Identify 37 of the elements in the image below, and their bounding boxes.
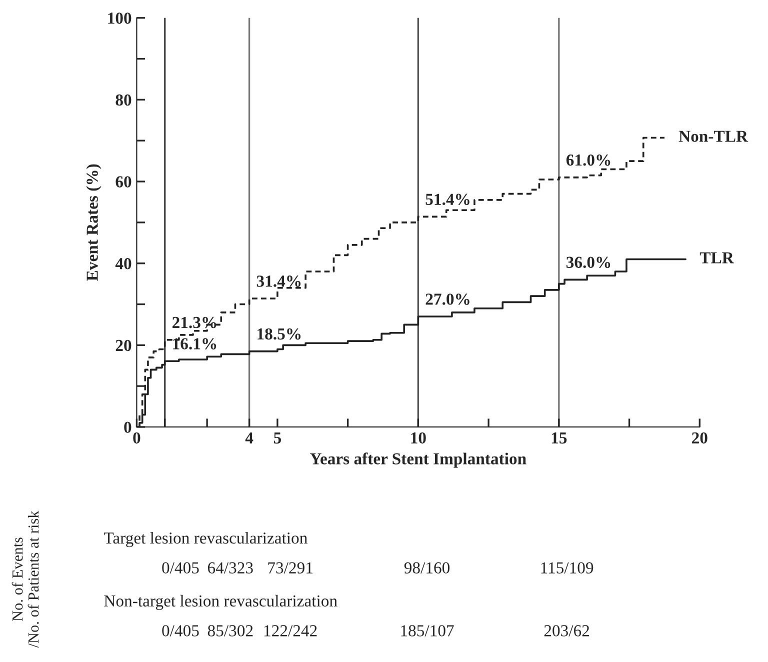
series-label: Non-TLR [678,130,748,142]
annotation: 61.0% [566,154,610,166]
y-tick-label: 20 [116,340,132,352]
text: 85/302 [208,625,253,636]
y-axis-title: Event Rates (%) [86,164,102,281]
y-tick-label: 60 [116,176,132,188]
annotation: 27.0% [426,294,470,305]
x-tick-label: 15 [552,432,567,444]
text: 115/109 [541,562,594,574]
text: 64/323 [208,562,253,574]
text: 98/160 [404,562,450,574]
x-tick-label: 5 [274,432,281,444]
x-tick-label: 4 [245,432,254,444]
annotation: 18.5% [258,328,301,340]
annotation: 36.0% [566,256,610,268]
y-tick-label: 100 [108,12,132,24]
annotation: 51.4% [426,194,470,206]
text: 122/242 [264,625,317,636]
x-tick-label: 0 [133,432,140,444]
x-axis-title: Years after Stent Implantation [310,452,526,468]
series-label: TLR [700,252,734,264]
text: 0/405 [162,562,199,574]
text: 185/107 [401,625,454,636]
y-tick-label: 40 [115,258,132,270]
x-tick-label: 20 [692,432,708,444]
y-tick-label: 80 [116,94,132,106]
text: 73/291 [268,562,312,574]
text: No. of Events /No. of Patients at risk [12,510,39,648]
annotation: 21.3% [172,316,216,328]
text: 0/405 [162,625,199,636]
annotation: 16.1% [173,338,216,350]
text: 203/62 [544,625,590,636]
text: Target lesion revascularization [104,532,308,548]
annotation: 31.4% [256,276,301,287]
x-tick-label: 10 [411,432,426,444]
y-tick-label: 0 [124,422,132,433]
text: Non-target lesion revascularization [104,594,338,610]
